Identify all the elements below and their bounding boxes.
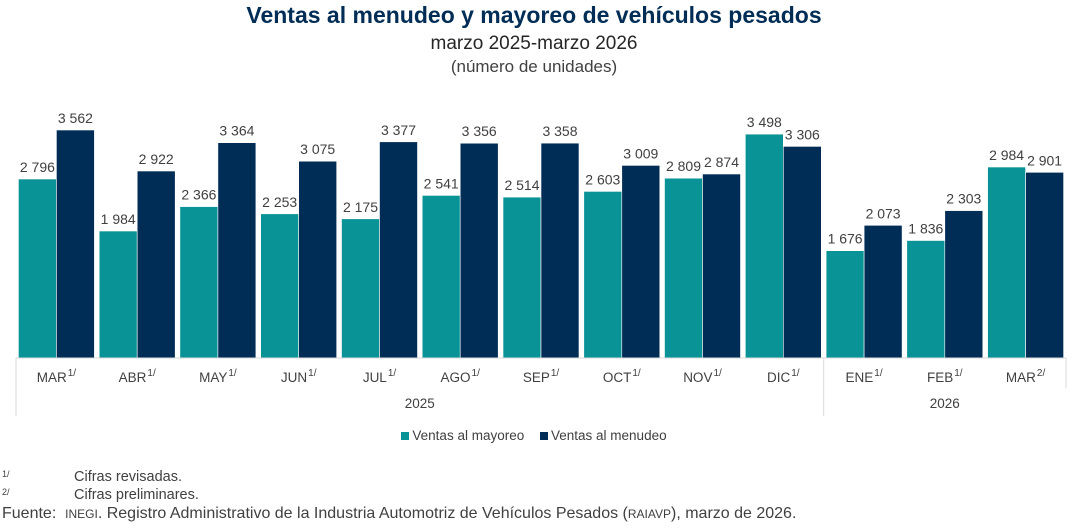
chart-subtitle: marzo 2025-marzo 2026 [430, 33, 638, 54]
data-labels-layer: 2 796 3 562 1 984 2 922 2 366 3 364 2 253 3 075… [20, 110, 1062, 247]
source-text-b: ), marzo de 2026. [671, 505, 797, 522]
bar-menudeo [136, 170, 176, 359]
data-label-menudeo: 3 306 [785, 126, 820, 142]
bar-chart: 2 796 3 562 1 984 2 922 2 366 3 364 2 253 3 075… [15, 110, 1067, 416]
x-tick-label: MAY1/ [199, 368, 237, 385]
data-label-menudeo: 3 364 [219, 123, 254, 139]
bar-menudeo [1025, 172, 1064, 359]
bar-mayoreo [825, 250, 865, 359]
data-label-mayoreo: 2 366 [181, 187, 216, 203]
x-tick-label: MAR1/ [37, 368, 77, 385]
legend: Ventas al mayoreo Ventas al menudeo [0, 428, 1068, 443]
footnote-text: Cifras revisadas. [74, 469, 182, 485]
bar-mayoreo [906, 240, 946, 359]
legend-swatch-mayoreo [401, 432, 410, 440]
data-label-mayoreo: 2 253 [262, 194, 297, 210]
bar-mayoreo [987, 166, 1026, 359]
bar-mayoreo [664, 177, 703, 359]
legend-item-mayoreo: Ventas al mayoreo [401, 428, 524, 443]
bar-mayoreo [179, 206, 219, 359]
data-label-menudeo: 3 562 [58, 110, 93, 126]
year-group-label: 2026 [930, 396, 960, 411]
source-prefix: Fuente: [2, 505, 57, 522]
x-tick-label: MAR2/ [1006, 368, 1046, 385]
bar-mayoreo [583, 191, 623, 359]
bar-mayoreo [421, 195, 461, 359]
bar-menudeo [56, 129, 95, 359]
x-tick-label: JUN1/ [281, 368, 317, 385]
x-tick-label: ABR1/ [119, 368, 156, 385]
bar-mayoreo [98, 230, 138, 359]
bar-menudeo [702, 173, 741, 359]
legend-label-menudeo: Ventas al menudeo [551, 428, 667, 443]
footnote-text: Cifras preliminares. [74, 487, 199, 503]
data-label-menudeo: 2 922 [139, 151, 174, 167]
legend-item-menudeo: Ventas al menudeo [540, 428, 667, 443]
source-abbr: RAIAVP [627, 507, 671, 521]
data-label-mayoreo: 1 676 [828, 231, 863, 247]
data-label-menudeo: 3 377 [381, 122, 416, 138]
x-tick-label: FEB1/ [927, 368, 963, 385]
x-tick-label: NOV1/ [683, 368, 722, 385]
data-label-menudeo: 3 075 [300, 141, 335, 157]
data-label-mayoreo: 2 796 [20, 159, 55, 175]
bar-mayoreo [744, 133, 784, 359]
bar-menudeo [782, 146, 822, 359]
footnote-mark: 1/ [2, 469, 10, 479]
data-label-menudeo: 3 009 [623, 145, 658, 161]
x-tick-label: ENE1/ [846, 368, 883, 385]
data-label-mayoreo: 2 175 [343, 199, 378, 215]
bar-menudeo [540, 142, 580, 359]
data-label-mayoreo: 1 836 [908, 221, 943, 237]
bar-mayoreo [341, 218, 380, 359]
footnote-mark: 2/ [2, 487, 10, 497]
data-label-menudeo: 2 874 [704, 154, 739, 170]
bar-menudeo [298, 160, 338, 359]
bar-mayoreo [502, 196, 542, 359]
bars-layer [18, 129, 1064, 359]
bar-mayoreo [18, 178, 57, 359]
data-label-menudeo: 2 303 [946, 191, 981, 207]
data-label-mayoreo: 2 514 [504, 177, 539, 193]
bar-menudeo [863, 225, 903, 359]
x-axis: MAR1/ABR1/MAY1/JUN1/JUL1/AGO1/SEP1/OCT1/… [15, 357, 1067, 416]
data-label-mayoreo: 2 809 [666, 158, 701, 174]
data-label-mayoreo: 1 984 [101, 211, 136, 227]
data-label-menudeo: 2 073 [866, 205, 901, 221]
legend-swatch-menudeo [540, 432, 548, 440]
data-label-mayoreo: 3 498 [747, 114, 782, 130]
chart-units: (número de unidades) [450, 57, 618, 76]
source-text-a: . Registro Administrativo de la Industri… [97, 505, 628, 522]
x-tick-label: AGO1/ [441, 368, 481, 385]
data-label-menudeo: 2 901 [1027, 152, 1062, 168]
data-label-mayoreo: 2 603 [585, 171, 620, 187]
source-org: INEGI [65, 507, 98, 521]
x-tick-label: JUL1/ [363, 368, 397, 385]
data-label-menudeo: 3 358 [542, 123, 577, 139]
year-group-label: 2025 [405, 396, 435, 411]
data-label-menudeo: 3 356 [462, 123, 497, 139]
data-label-mayoreo: 2 984 [989, 147, 1024, 163]
bar-menudeo [944, 210, 984, 359]
bar-menudeo [621, 165, 661, 359]
data-label-mayoreo: 2 541 [424, 175, 459, 191]
x-tick-label: DIC1/ [767, 368, 800, 385]
bar-menudeo [217, 142, 257, 359]
legend-label-mayoreo: Ventas al mayoreo [412, 428, 525, 443]
bar-menudeo [459, 142, 499, 359]
bar-menudeo [379, 141, 418, 359]
chart-title: Ventas al menudeo y mayoreo de vehículos… [246, 2, 822, 28]
x-tick-label: OCT1/ [603, 368, 641, 385]
source-note: Fuente: INEGI. Registro Administrativo d… [2, 505, 796, 523]
bar-mayoreo [260, 213, 300, 359]
x-tick-label: SEP1/ [523, 368, 560, 385]
